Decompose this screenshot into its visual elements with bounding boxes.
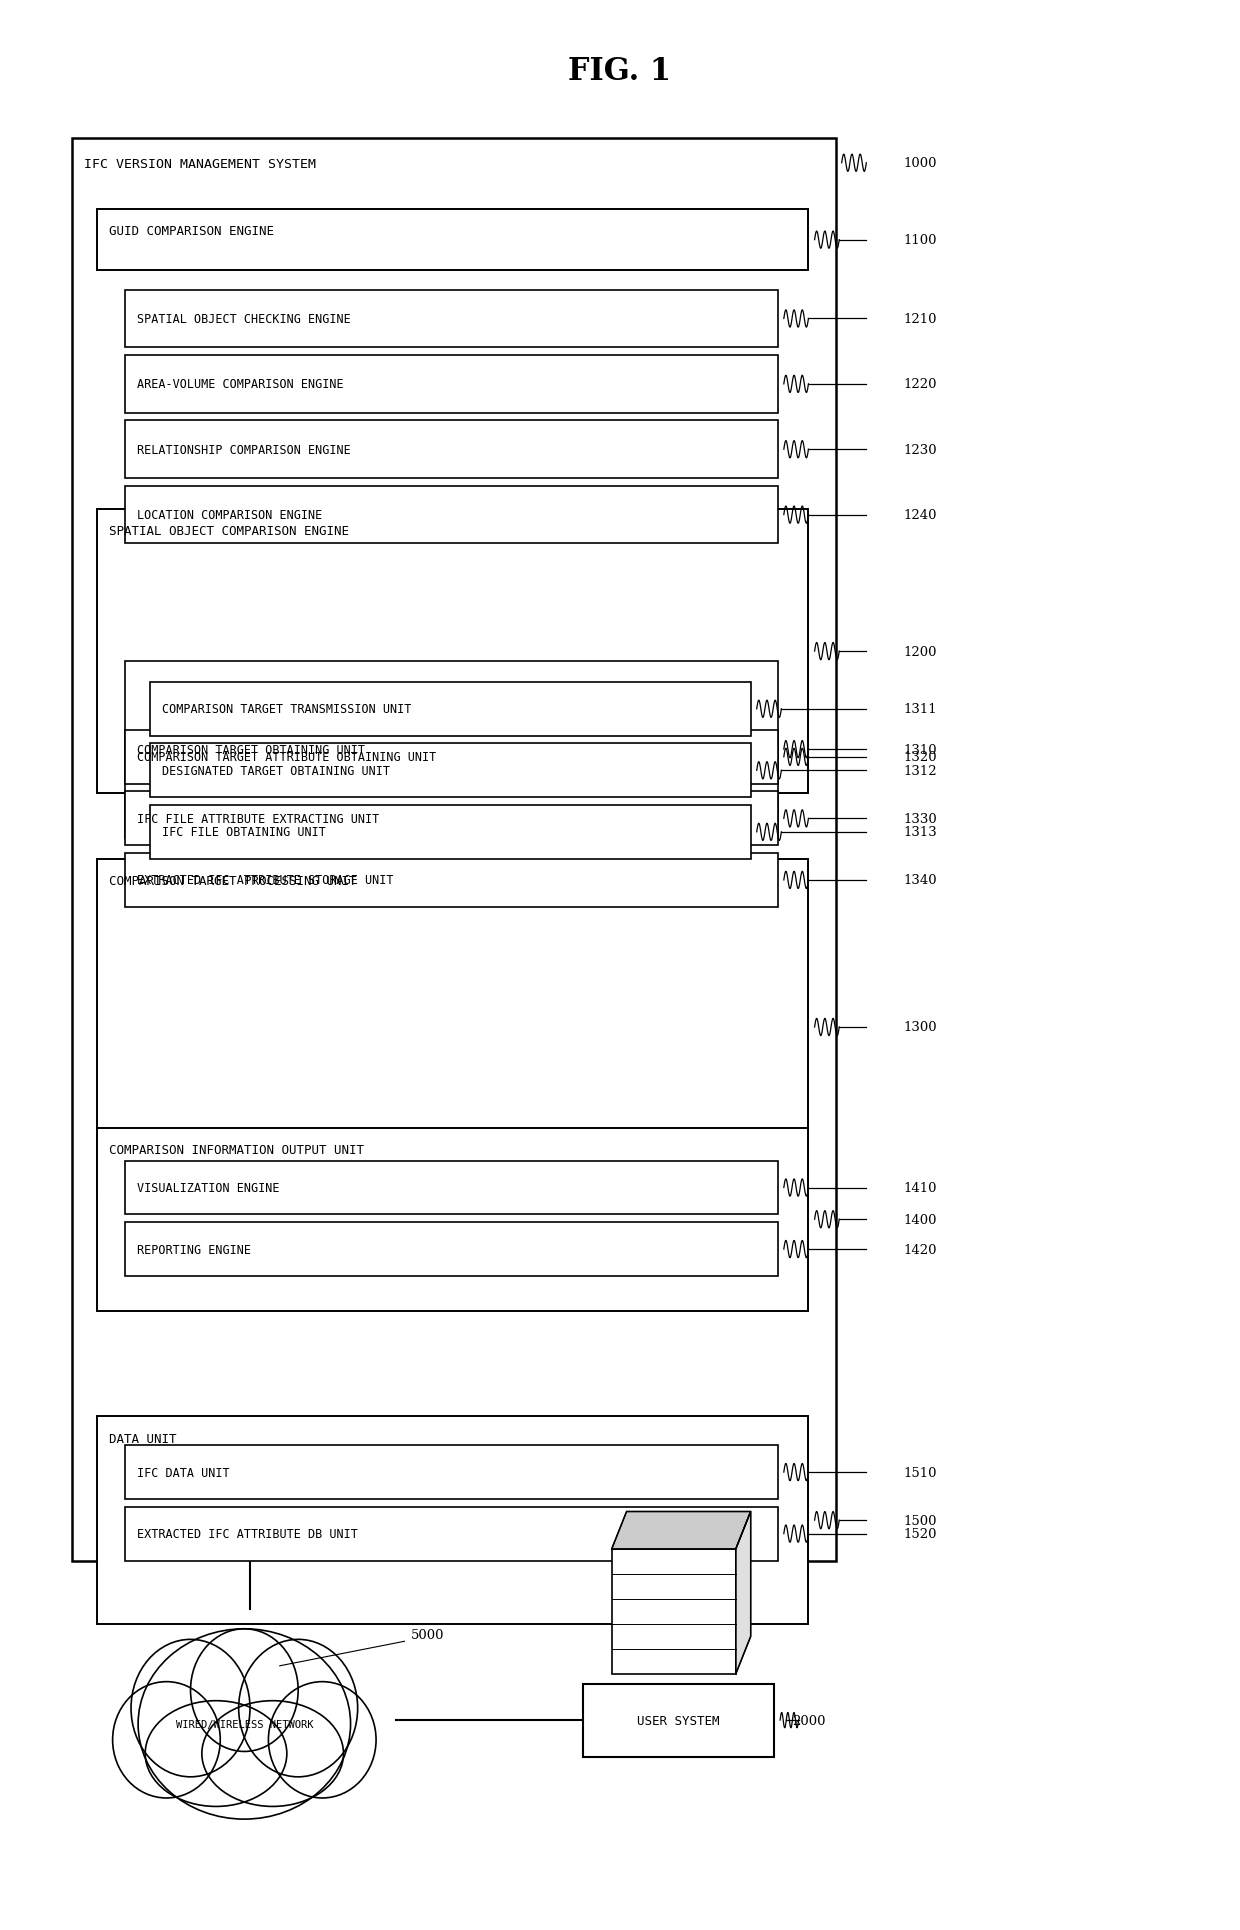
Text: 1400: 1400	[903, 1214, 936, 1226]
Text: IFC FILE OBTAINING UNIT: IFC FILE OBTAINING UNIT	[161, 826, 326, 840]
Bar	[150, 743, 750, 797]
Bar	[611, 1550, 735, 1673]
Text: IFC FILE ATTRIBUTE EXTRACTING UNIT: IFC FILE ATTRIBUTE EXTRACTING UNIT	[138, 813, 379, 826]
Text: 1320: 1320	[903, 751, 937, 764]
Bar	[125, 355, 777, 413]
Text: REPORTING ENGINE: REPORTING ENGINE	[138, 1243, 252, 1256]
Bar	[125, 1222, 777, 1276]
Text: SPATIAL OBJECT COMPARISON ENGINE: SPATIAL OBJECT COMPARISON ENGINE	[109, 525, 348, 538]
Ellipse shape	[113, 1681, 221, 1799]
Text: IFC DATA UNIT: IFC DATA UNIT	[138, 1465, 229, 1478]
Bar	[97, 210, 808, 272]
Ellipse shape	[145, 1700, 286, 1806]
Text: AREA-VOLUME COMPARISON ENGINE: AREA-VOLUME COMPARISON ENGINE	[138, 378, 343, 392]
Text: EXTRACTED IFC ATTRIBUTE DB UNIT: EXTRACTED IFC ATTRIBUTE DB UNIT	[138, 1527, 358, 1540]
Bar	[125, 486, 777, 544]
Bar	[125, 853, 777, 907]
Text: 1420: 1420	[903, 1243, 936, 1256]
Text: 1312: 1312	[903, 764, 937, 778]
Text: IFC VERSION MANAGEMENT SYSTEM: IFC VERSION MANAGEMENT SYSTEM	[84, 158, 316, 172]
Ellipse shape	[238, 1639, 357, 1778]
Text: 1510: 1510	[903, 1465, 936, 1478]
Text: USER SYSTEM: USER SYSTEM	[637, 1714, 719, 1727]
Text: COMPARISON TARGET ATTRIBUTE OBTAINING UNIT: COMPARISON TARGET ATTRIBUTE OBTAINING UN…	[138, 751, 436, 764]
Text: 1100: 1100	[903, 234, 936, 247]
Text: DATA UNIT: DATA UNIT	[109, 1432, 176, 1446]
Text: 1310: 1310	[903, 743, 937, 757]
Text: 1230: 1230	[903, 444, 937, 457]
Text: 1210: 1210	[903, 313, 936, 326]
Text: 1240: 1240	[903, 510, 936, 521]
Bar	[125, 291, 777, 347]
Text: 2000: 2000	[792, 1714, 826, 1727]
Bar	[97, 1129, 808, 1310]
Text: 1410: 1410	[903, 1181, 936, 1195]
Text: VISUALIZATION ENGINE: VISUALIZATION ENGINE	[138, 1181, 280, 1195]
Bar	[125, 1446, 777, 1500]
Ellipse shape	[131, 1639, 250, 1778]
Text: 1500: 1500	[903, 1513, 936, 1527]
Bar	[72, 139, 836, 1561]
Ellipse shape	[191, 1629, 298, 1752]
Text: COMPARISON TARGET OBTAINING UNIT: COMPARISON TARGET OBTAINING UNIT	[138, 743, 366, 757]
Bar	[125, 421, 777, 479]
Polygon shape	[735, 1511, 750, 1673]
Ellipse shape	[138, 1629, 351, 1820]
Text: 1520: 1520	[903, 1527, 936, 1540]
Bar	[150, 805, 750, 859]
Text: FIG. 1: FIG. 1	[568, 56, 672, 87]
Bar	[97, 1417, 808, 1625]
Text: DESIGNATED TARGET OBTAINING UNIT: DESIGNATED TARGET OBTAINING UNIT	[161, 764, 389, 778]
Text: EXTRACTED IFC ATTRIBUTE STORAGE UNIT: EXTRACTED IFC ATTRIBUTE STORAGE UNIT	[138, 874, 393, 888]
Bar	[97, 859, 808, 1195]
Bar	[125, 731, 777, 784]
Text: COMPARISON INFORMATION OUTPUT UNIT: COMPARISON INFORMATION OUTPUT UNIT	[109, 1144, 363, 1156]
Text: 1200: 1200	[903, 645, 936, 658]
Text: 1330: 1330	[903, 813, 937, 826]
Text: RELATIONSHIP COMPARISON ENGINE: RELATIONSHIP COMPARISON ENGINE	[138, 444, 351, 457]
Bar	[125, 791, 777, 845]
Bar	[125, 662, 777, 838]
Text: 1220: 1220	[903, 378, 936, 392]
Ellipse shape	[202, 1700, 343, 1806]
Bar	[125, 1507, 777, 1561]
Text: COMPARISON TARGET TRANSMISSION UNIT: COMPARISON TARGET TRANSMISSION UNIT	[161, 703, 412, 716]
Text: GUID COMPARISON ENGINE: GUID COMPARISON ENGINE	[109, 226, 274, 237]
Text: 1340: 1340	[903, 874, 937, 888]
Bar	[583, 1683, 774, 1756]
Ellipse shape	[268, 1681, 376, 1799]
Text: COMPARISON TARGET PROCESSING UNIT: COMPARISON TARGET PROCESSING UNIT	[109, 874, 356, 888]
Text: 1000: 1000	[903, 156, 936, 170]
Text: WIRED/WIRELESS NETWORK: WIRED/WIRELESS NETWORK	[176, 1720, 312, 1729]
Text: 1313: 1313	[903, 826, 937, 840]
Text: 5000: 5000	[410, 1629, 444, 1640]
Bar	[125, 1162, 777, 1214]
Text: 1311: 1311	[903, 703, 937, 716]
Text: LOCATION COMPARISON ENGINE: LOCATION COMPARISON ENGINE	[138, 510, 322, 521]
Polygon shape	[611, 1511, 750, 1550]
Bar	[150, 683, 750, 737]
Text: 1300: 1300	[903, 1021, 937, 1034]
Bar	[97, 510, 808, 793]
Text: SPATIAL OBJECT CHECKING ENGINE: SPATIAL OBJECT CHECKING ENGINE	[138, 313, 351, 326]
